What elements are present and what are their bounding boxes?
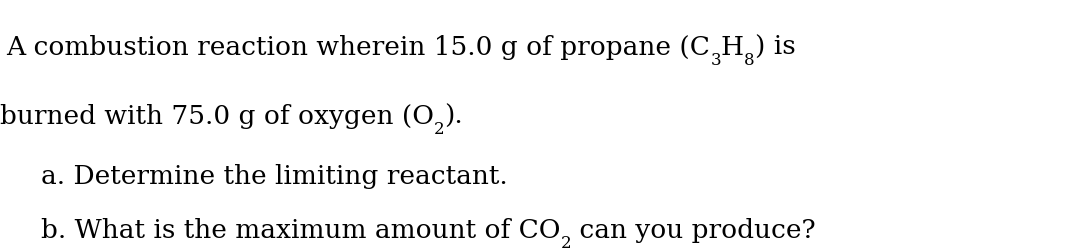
- Text: ).: ).: [445, 104, 463, 129]
- Text: can you produce?: can you produce?: [571, 218, 815, 243]
- Text: A combustion reaction wherein 15.0 g of propane (C: A combustion reaction wherein 15.0 g of …: [6, 34, 711, 60]
- Text: 3: 3: [711, 52, 721, 69]
- Text: burned with 75.0 g of oxygen (O: burned with 75.0 g of oxygen (O: [0, 104, 434, 129]
- Text: a. Determine the limiting reactant.: a. Determine the limiting reactant.: [41, 163, 507, 188]
- Text: ) is: ) is: [755, 34, 796, 60]
- Text: 2: 2: [560, 236, 571, 248]
- Text: b. What is the maximum amount of CO: b. What is the maximum amount of CO: [41, 218, 560, 243]
- Text: H: H: [721, 34, 744, 60]
- Text: 8: 8: [744, 52, 755, 69]
- Text: 2: 2: [434, 122, 445, 138]
